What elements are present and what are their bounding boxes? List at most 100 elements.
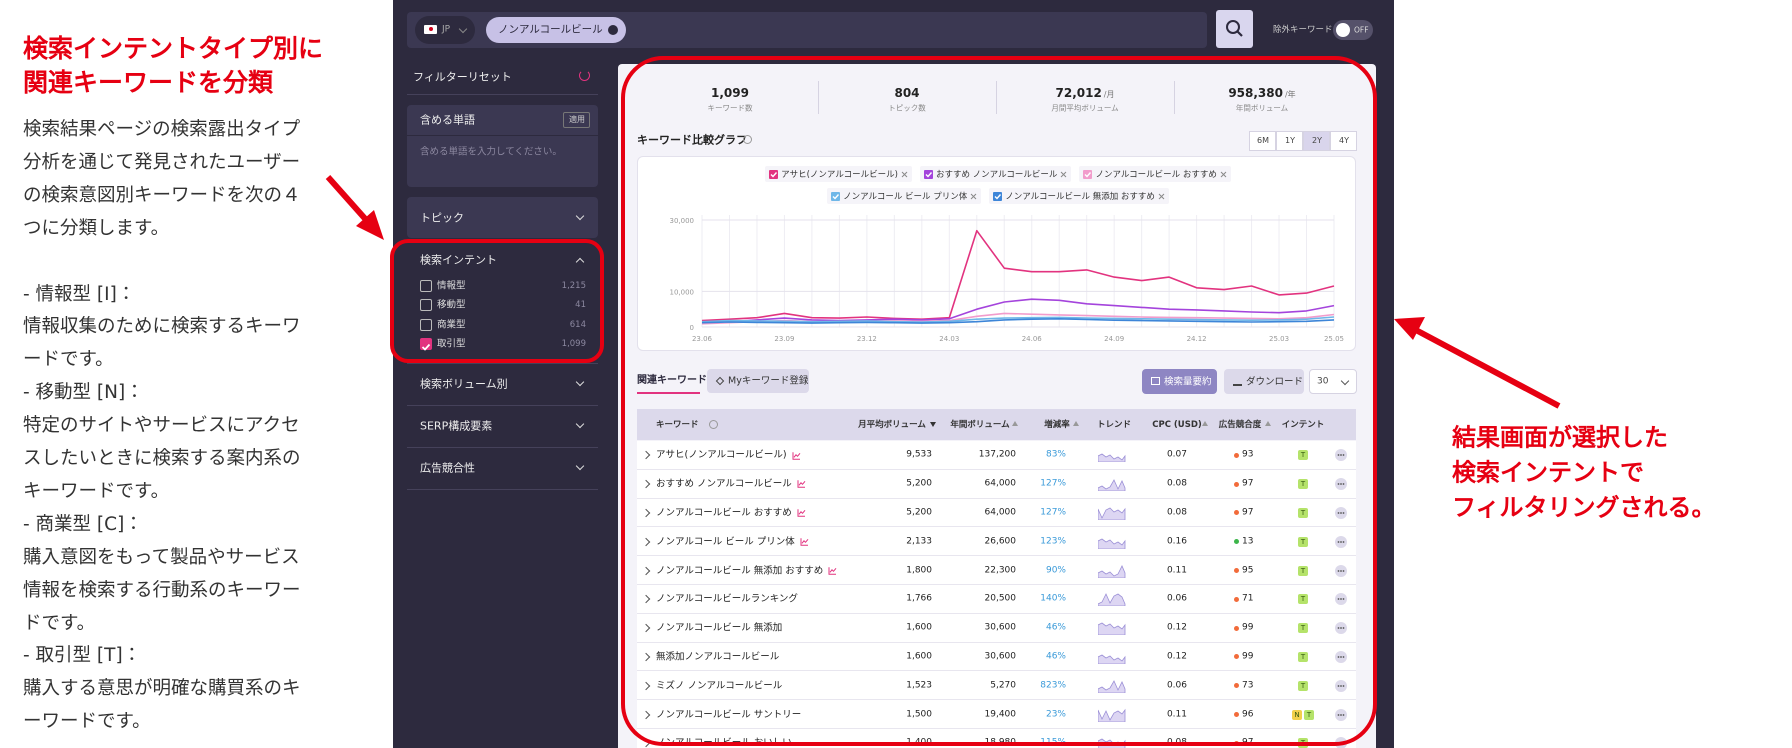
stats-divider: [1174, 81, 1175, 114]
column-header[interactable]: 増減率: [1044, 419, 1070, 430]
intent-checkbox[interactable]: [420, 337, 432, 351]
column-header[interactable]: 月平均ボリューム: [858, 419, 926, 430]
legend-remove: [1220, 171, 1227, 178]
include-placeholder[interactable]: 含める単語を入力してください。: [420, 146, 562, 158]
table-row[interactable]: ノンアルコールビール 無添加 おすすめ 1,800 22,300 90% 0.11 95 T: [637, 556, 1356, 585]
tab-related[interactable]: 関連キーワード: [637, 375, 707, 386]
table-row[interactable]: ノンアルコールビール 無添加 1,600 30,600 46% 0.12 99 T: [637, 613, 1356, 643]
legend-item[interactable]: おすすめ ノンアルコールビール: [919, 166, 1072, 182]
country-select[interactable]: JP: [415, 16, 475, 44]
row-menu[interactable]: [1335, 564, 1347, 577]
keyword-cell: ノンアルコールビール 無添加 おすすめ: [656, 565, 837, 576]
period-button[interactable]: 6M: [1249, 131, 1276, 151]
x-tick-label: 24.06: [1022, 335, 1043, 343]
toggle-knob: [1336, 23, 1350, 37]
annual-volume: 22,300: [984, 565, 1017, 576]
apply-button[interactable]: 適用: [563, 112, 590, 128]
row-menu[interactable]: [1335, 622, 1347, 635]
filter-section[interactable]: 広告競合性: [420, 461, 475, 475]
table-row[interactable]: ノンアルコールビール おいしい 1,400 18,980 115% 0.08 97 T: [637, 729, 1356, 748]
annotation-text: の検索意図別キーワードを次の４: [23, 184, 301, 206]
table-row[interactable]: ミズノ ノンアルコールビール 1,523 5,270 823% 0.06 73 T: [637, 671, 1356, 701]
annual-volume: 64,000: [984, 507, 1017, 518]
intent-checkbox[interactable]: [420, 280, 432, 292]
filter-reset[interactable]: フィルターリセット: [413, 70, 512, 84]
download-button[interactable]: ダウンロード: [1224, 369, 1304, 394]
intent-badges: T: [1298, 623, 1308, 634]
table-row[interactable]: ノンアルコールビール おすすめ 5,200 64,000 127% 0.08 97 T: [637, 498, 1356, 528]
intent-count: 1,099: [561, 338, 586, 349]
y-tick-label: 0: [690, 324, 694, 332]
annual-volume: 26,600: [984, 536, 1017, 547]
intent-badges: T: [1298, 651, 1308, 662]
intent-checkbox[interactable]: [420, 299, 432, 312]
table-row[interactable]: アサヒ(ノンアルコールビール) 9,533 137,200 83% 0.07 93 T: [637, 441, 1356, 470]
query-chip[interactable]: ノンアルコールビール: [486, 17, 626, 43]
row-menu[interactable]: [1335, 506, 1347, 519]
monthly-volume: 1,600: [906, 651, 932, 662]
divider: [407, 94, 598, 95]
chart-icon-glyph: [792, 451, 801, 460]
download-icon: [1233, 384, 1242, 386]
intent-checkbox[interactable]: [420, 318, 432, 331]
table-row[interactable]: ノンアルコールビール サントリー 1,500 19,400 23% 0.11 96 N T: [637, 700, 1356, 729]
competition: 99: [1242, 622, 1254, 633]
check-mark: [770, 171, 778, 178]
intent-badge: T: [1298, 623, 1308, 634]
divider: [407, 489, 598, 490]
table-row[interactable]: おすすめ ノンアルコールビール 5,200 64,000 127% 0.08 97 T: [637, 469, 1356, 499]
search-button[interactable]: [1216, 10, 1253, 48]
keyword-cell: ノンアルコールビール おいしい: [656, 738, 792, 748]
monthly-volume: 5,200: [906, 507, 932, 518]
search-icon: [1226, 20, 1243, 37]
row-menu[interactable]: [1335, 679, 1347, 692]
row-menu[interactable]: [1335, 593, 1347, 606]
column-header[interactable]: CPC (USD): [1152, 419, 1202, 430]
intent-badges: T: [1298, 565, 1308, 576]
diamond-icon: [715, 376, 725, 386]
period-button[interactable]: 4Y: [1330, 131, 1357, 151]
menu-dots: [1337, 627, 1345, 630]
sparkline-area: [1098, 654, 1126, 664]
chevron-down: [641, 451, 651, 460]
filter-section[interactable]: SERP構成要素: [420, 419, 493, 433]
annotation-text: - 取引型 [T]：: [23, 645, 142, 667]
sort-icon: [1202, 421, 1208, 426]
trend-sparkline: [1098, 622, 1126, 636]
legend-item[interactable]: ノンアルコールビール 無添加 おすすめ: [989, 188, 1169, 204]
competition: 97: [1242, 478, 1254, 489]
intent-badges: T: [1298, 450, 1308, 461]
legend-item[interactable]: アサヒ(ノンアルコールビール): [765, 166, 912, 182]
summary-button[interactable]: 検索量要約: [1142, 369, 1217, 394]
table-row[interactable]: ノンアルコール ビール プリン体 2,133 26,600 123% 0.16 13 T: [637, 527, 1356, 557]
sparkline-area: [1098, 507, 1126, 520]
column-header[interactable]: 広告競合度: [1218, 419, 1262, 430]
row-menu[interactable]: [1335, 478, 1347, 491]
annual-volume: 19,400: [984, 709, 1017, 720]
per-page-select[interactable]: 30: [1309, 369, 1357, 394]
cpc: 0.11: [1166, 709, 1187, 720]
exclude-toggle[interactable]: OFF: [1333, 20, 1373, 40]
filter-section[interactable]: 検索ボリューム別: [420, 377, 508, 391]
row-menu[interactable]: [1335, 535, 1347, 548]
legend-remove: [901, 171, 908, 178]
column-header[interactable]: 年間ボリューム: [950, 419, 1010, 430]
annotation-note: 結果画面が選択した: [1452, 423, 1668, 452]
period-button[interactable]: 1Y: [1276, 131, 1303, 151]
trend-sparkline: [1098, 564, 1126, 578]
chart-title: キーワード比較グラフ: [637, 133, 747, 147]
arrow-right: [1412, 326, 1561, 409]
table-row[interactable]: ノンアルコールビールランキング 1,766 20,500 140% 0.06 71 T: [637, 585, 1356, 614]
topic-section[interactable]: トピック: [407, 197, 598, 238]
row-menu[interactable]: [1335, 650, 1347, 663]
period-button[interactable]: 2Y: [1303, 131, 1330, 151]
row-menu[interactable]: [1335, 708, 1347, 721]
row-menu[interactable]: [1335, 737, 1347, 748]
legend-item[interactable]: ノンアルコールビール おすすめ: [1079, 166, 1231, 182]
chevron-down: [575, 377, 585, 387]
table-row[interactable]: 無添加ノンアルコールビール 1,600 30,600 46% 0.12 99 T: [637, 642, 1356, 672]
legend-item[interactable]: ノンアルコール ビール プリン体: [827, 188, 982, 204]
my-keyword-button[interactable]: Myキーワード登録: [707, 369, 809, 393]
row-menu[interactable]: [1335, 449, 1347, 462]
chevron-down: [641, 710, 651, 719]
